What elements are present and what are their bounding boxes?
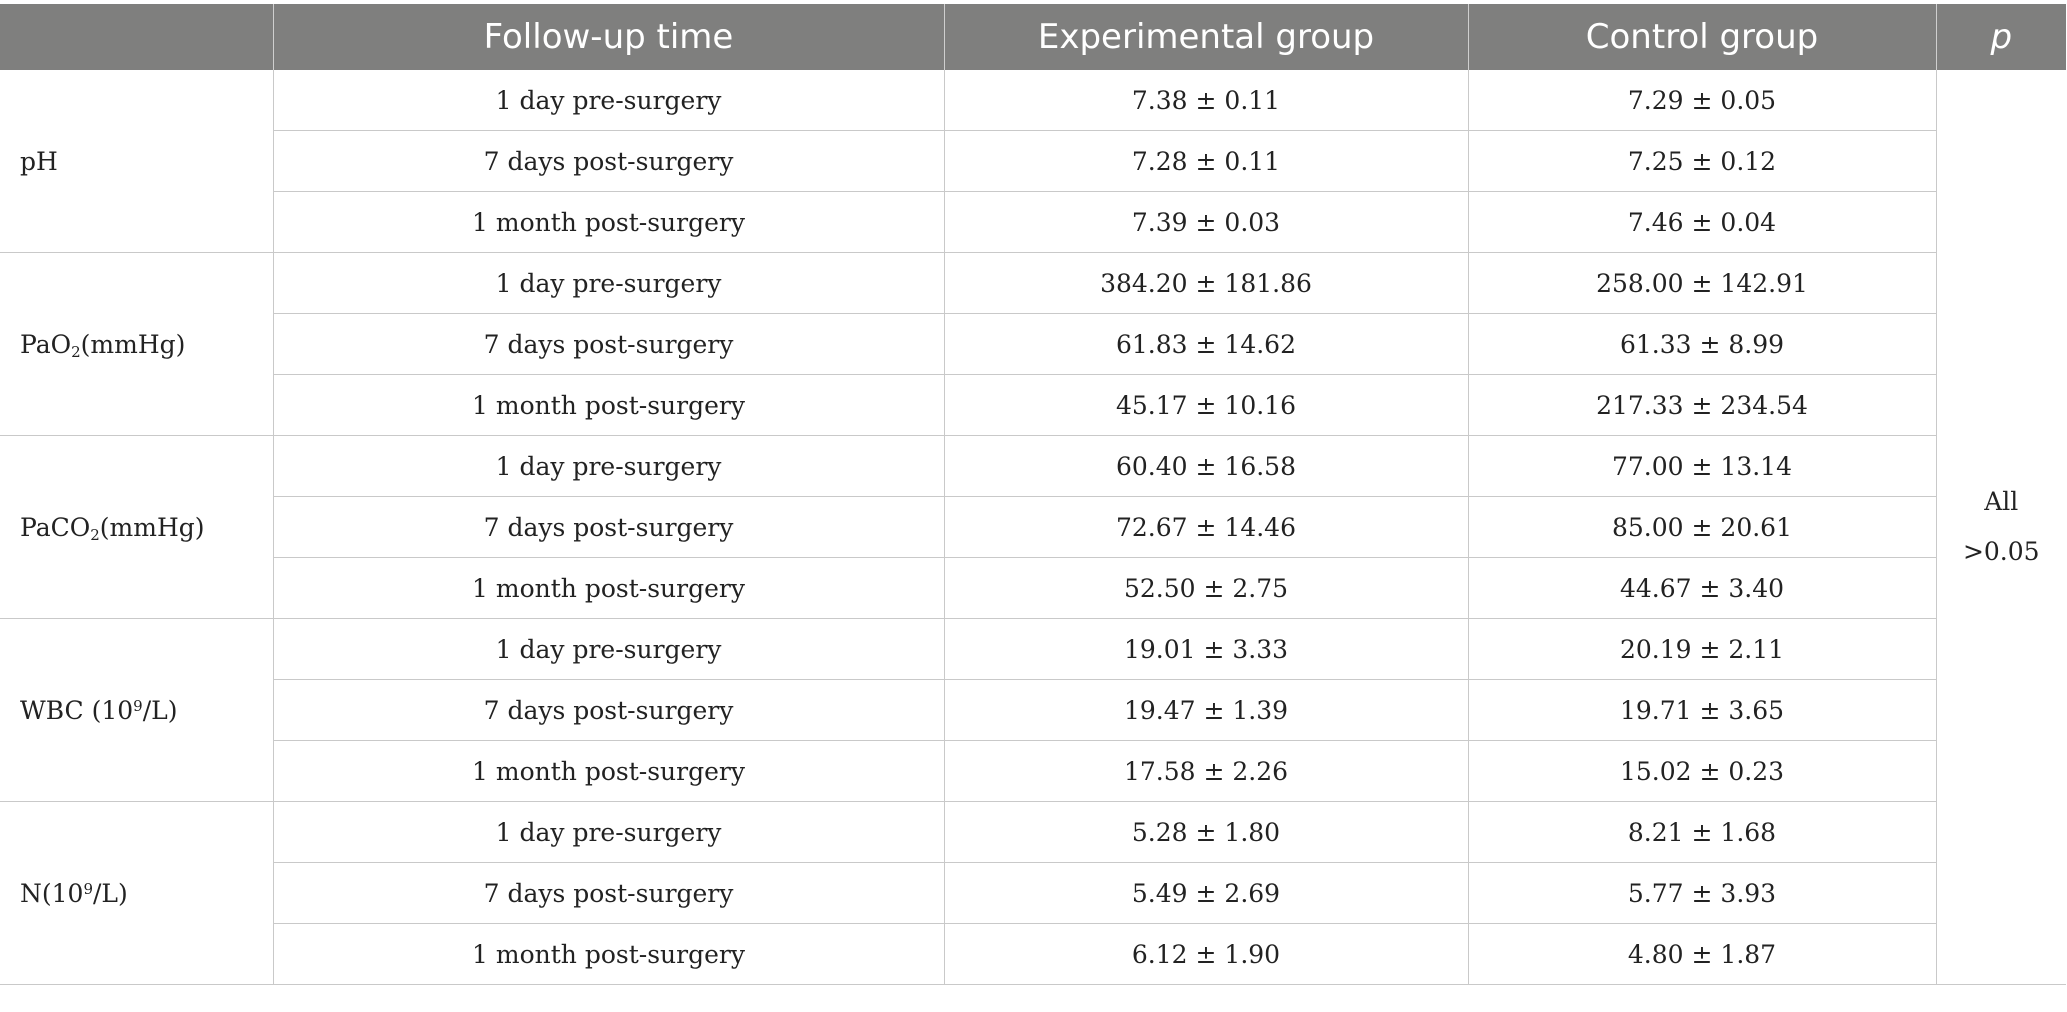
header-follow-up-time: Follow-up time: [273, 4, 945, 70]
control-value-cell: 4.80 ± 1.87: [1467, 923, 1936, 985]
header-experimental-group: Experimental group: [944, 4, 1469, 70]
follow-up-time-cell: 1 month post-surgery: [272, 374, 944, 436]
experimental-value-cell: 19.47 ± 1.39: [943, 679, 1468, 741]
control-value-cell: 44.67 ± 3.40: [1467, 557, 1936, 619]
table-body: pH 1 day pre-surgery 7.38 ± 0.11 7.29 ± 0.0…: [0, 70, 2066, 985]
experimental-value-cell: 17.58 ± 2.26: [943, 740, 1468, 802]
follow-up-time-cell: 7 days post-surgery: [272, 313, 944, 375]
experimental-value-cell: 6.12 ± 1.90: [943, 923, 1468, 985]
follow-up-time-cell: 1 day pre-surgery: [272, 801, 944, 863]
experimental-value-cell: 5.49 ± 2.69: [943, 862, 1468, 924]
table-container: Follow-up time Experimental group Contro…: [0, 4, 2066, 985]
follow-up-time-cell: 1 month post-surgery: [272, 923, 944, 985]
control-value-cell: 258.00 ± 142.91: [1467, 252, 1936, 314]
experimental-value-cell: 52.50 ± 2.75: [943, 557, 1468, 619]
p-value-cell: All >0.05: [1935, 70, 2066, 985]
control-value-cell: 8.21 ± 1.68: [1467, 801, 1936, 863]
table-row: 7 days post-surgery 61.83 ± 14.62 61.33 ± …: [0, 313, 2066, 375]
parameter-name: N(109/L): [0, 801, 273, 985]
experimental-value-cell: 19.01 ± 3.33: [943, 618, 1468, 680]
table-row: 1 month post-surgery 17.58 ± 2.26 15.02 ± …: [0, 740, 2066, 802]
control-value-cell: 85.00 ± 20.61: [1467, 496, 1936, 558]
control-value-cell: 20.19 ± 2.11: [1467, 618, 1936, 680]
p-value-line2: >0.05: [1962, 537, 2040, 566]
results-table: Follow-up time Experimental group Contro…: [0, 4, 2066, 985]
experimental-value-cell: 61.83 ± 14.62: [943, 313, 1468, 375]
parameter-name: PaCO2(mmHg): [0, 435, 273, 619]
control-value-cell: 19.71 ± 3.65: [1467, 679, 1936, 741]
follow-up-time-cell: 1 month post-surgery: [272, 191, 944, 253]
control-value-cell: 7.25 ± 0.12: [1467, 130, 1936, 192]
experimental-value-cell: 60.40 ± 16.58: [943, 435, 1468, 497]
table-row: 1 month post-surgery 52.50 ± 2.75 44.67 ± …: [0, 557, 2066, 619]
control-value-cell: 61.33 ± 8.99: [1467, 313, 1936, 375]
control-value-cell: 5.77 ± 3.93: [1467, 862, 1936, 924]
p-value-line1: All: [1984, 487, 2019, 516]
experimental-value-cell: 72.67 ± 14.46: [943, 496, 1468, 558]
table-row: 7 days post-surgery 5.49 ± 2.69 5.77 ± 3.9…: [0, 862, 2066, 924]
parameter-name: WBC (109/L): [0, 618, 273, 802]
follow-up-time-cell: 7 days post-surgery: [272, 130, 944, 192]
follow-up-time-cell: 1 month post-surgery: [272, 740, 944, 802]
experimental-value-cell: 45.17 ± 10.16: [943, 374, 1468, 436]
control-value-cell: 217.33 ± 234.54: [1467, 374, 1936, 436]
header-control-group: Control group: [1468, 4, 1937, 70]
table-row: WBC (109/L) 1 day pre-surgery 19.01 ± 3.33…: [0, 618, 2066, 802]
follow-up-time-cell: 1 day pre-surgery: [272, 435, 944, 497]
table-row: 7 days post-surgery 7.28 ± 0.11 7.25 ± 0.1…: [0, 130, 2066, 192]
follow-up-time-cell: 1 day pre-surgery: [272, 70, 944, 131]
header-parameter: [0, 4, 274, 70]
table-row: 1 month post-surgery 7.39 ± 0.03 7.46 ± 0.…: [0, 191, 2066, 253]
experimental-value-cell: 7.38 ± 0.11: [943, 70, 1468, 131]
table-row: PaCO2(mmHg) 1 day pre-surgery 60.40 ± 16.5…: [0, 435, 2066, 619]
table-header-row: Follow-up time Experimental group Contro…: [0, 4, 2066, 70]
follow-up-time-cell: 7 days post-surgery: [272, 862, 944, 924]
parameter-name: pH: [0, 70, 273, 253]
control-value-cell: 7.46 ± 0.04: [1467, 191, 1936, 253]
control-value-cell: 15.02 ± 0.23: [1467, 740, 1936, 802]
follow-up-time-cell: 7 days post-surgery: [272, 496, 944, 558]
follow-up-time-cell: 1 month post-surgery: [272, 557, 944, 619]
experimental-value-cell: 7.28 ± 0.11: [943, 130, 1468, 192]
table-row: 7 days post-surgery 19.47 ± 1.39 19.71 ± 3…: [0, 679, 2066, 741]
control-value-cell: 77.00 ± 13.14: [1467, 435, 1936, 497]
experimental-value-cell: 384.20 ± 181.86: [943, 252, 1468, 314]
control-value-cell: 7.29 ± 0.05: [1467, 70, 1936, 131]
experimental-value-cell: 7.39 ± 0.03: [943, 191, 1468, 253]
follow-up-time-cell: 1 day pre-surgery: [272, 618, 944, 680]
table-row: N(109/L) 1 day pre-surgery 5.28 ± 1.80 8.21…: [0, 801, 2066, 985]
table-row: 1 month post-surgery 6.12 ± 1.90 4.80 ± 1.…: [0, 923, 2066, 985]
table-row: PaO2(mmHg) 1 day pre-surgery 384.20 ± 181.…: [0, 252, 2066, 436]
parameter-name: PaO2(mmHg): [0, 252, 273, 436]
table-row: pH 1 day pre-surgery 7.38 ± 0.11 7.29 ± 0.0…: [0, 70, 2066, 985]
follow-up-time-cell: 1 day pre-surgery: [272, 252, 944, 314]
experimental-value-cell: 5.28 ± 1.80: [943, 801, 1468, 863]
table-row: 7 days post-surgery 72.67 ± 14.46 85.00 ± …: [0, 496, 2066, 558]
header-p: p: [1936, 4, 2066, 70]
follow-up-time-cell: 7 days post-surgery: [272, 679, 944, 741]
table-row: 1 month post-surgery 45.17 ± 10.16 217.33 …: [0, 374, 2066, 436]
